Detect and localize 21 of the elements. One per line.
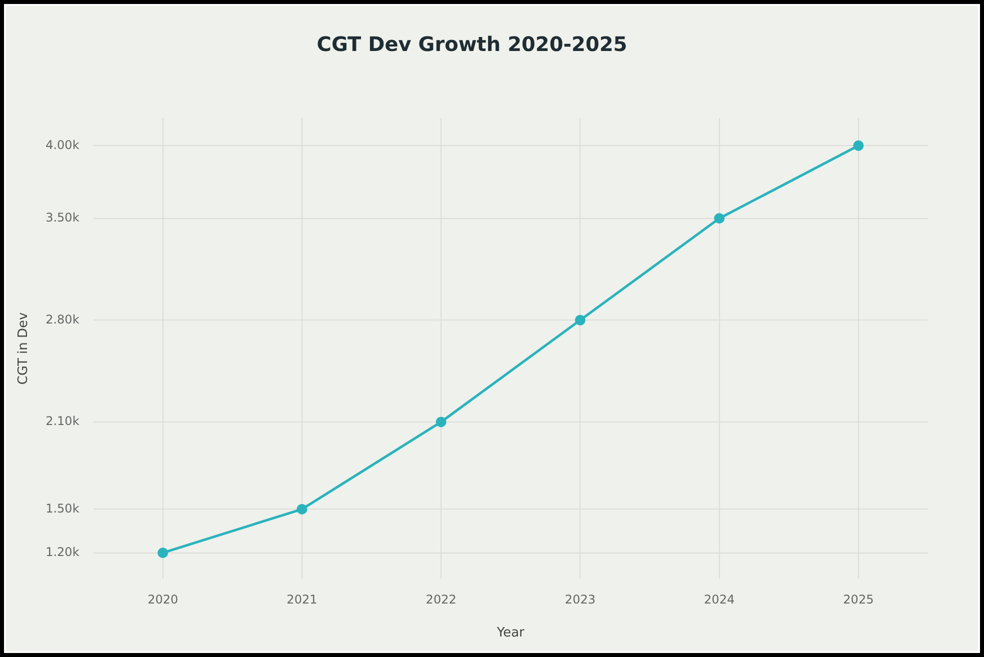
point [296,504,308,514]
point [158,548,168,558]
y-tick-label: 1.50k [46,501,80,516]
x-tick-label: 2022 [426,592,456,606]
x-tick-label: 2024 [704,592,735,606]
x-tick-label: 2020 [148,592,178,606]
x-axis-title: Year [496,626,526,641]
y-tick-label: 3.50k [46,210,80,224]
point [436,416,446,428]
chart-title: CGT Dev Growth 2020-2025 [316,32,628,56]
y-axis-title: CGT in Dev [16,312,32,385]
y-tick-label: 1.20k [46,544,80,559]
point [714,213,725,224]
x-tick-label: 2021 [286,592,318,606]
point [574,314,586,326]
y-tick-label: 2.80k [46,312,80,326]
point [853,140,864,151]
y-tick-label: 4.00k [46,138,80,152]
y-tick-label: 2.10k [46,414,80,428]
x-tick-label: 2023 [564,592,596,606]
x-tick-label: 2025 [843,592,874,606]
